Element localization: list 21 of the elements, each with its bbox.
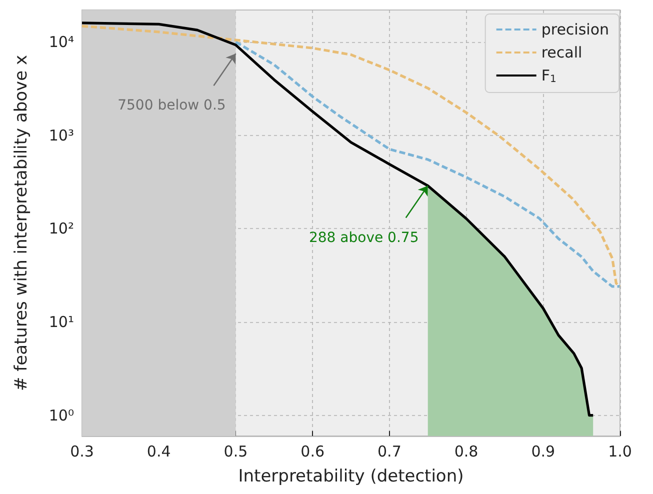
annotation: 288 above 0.75	[308, 230, 419, 246]
y-axis-title: # features with interpretability above x	[12, 55, 32, 391]
y-tick-label: 10¹	[48, 312, 74, 331]
y-tick-label: 10³	[48, 126, 74, 144]
x-tick-label: 0.8	[454, 442, 478, 460]
x-tick-label: 0.6	[300, 442, 324, 460]
x-tick-label: 0.4	[146, 442, 171, 460]
y-tick-label: 10⁴	[48, 32, 74, 51]
legend-label: precision	[541, 20, 610, 38]
x-tick-label: 0.3	[70, 442, 94, 460]
x-tick-label: 0.5	[224, 442, 248, 460]
x-axis-title: Interpretability (detection)	[238, 466, 464, 486]
line-series	[234, 40, 622, 288]
legend-label: recall	[541, 44, 582, 62]
x-tick-label: 0.7	[378, 442, 402, 460]
line-series	[80, 24, 622, 288]
annotation: 7500 below 0.5	[118, 98, 226, 114]
y-tick-label: 10²	[48, 220, 74, 238]
x-tick-label: 0.9	[531, 442, 556, 460]
x-tick-label: 1.0	[608, 442, 632, 460]
y-tick-label: 10⁰	[48, 406, 74, 424]
